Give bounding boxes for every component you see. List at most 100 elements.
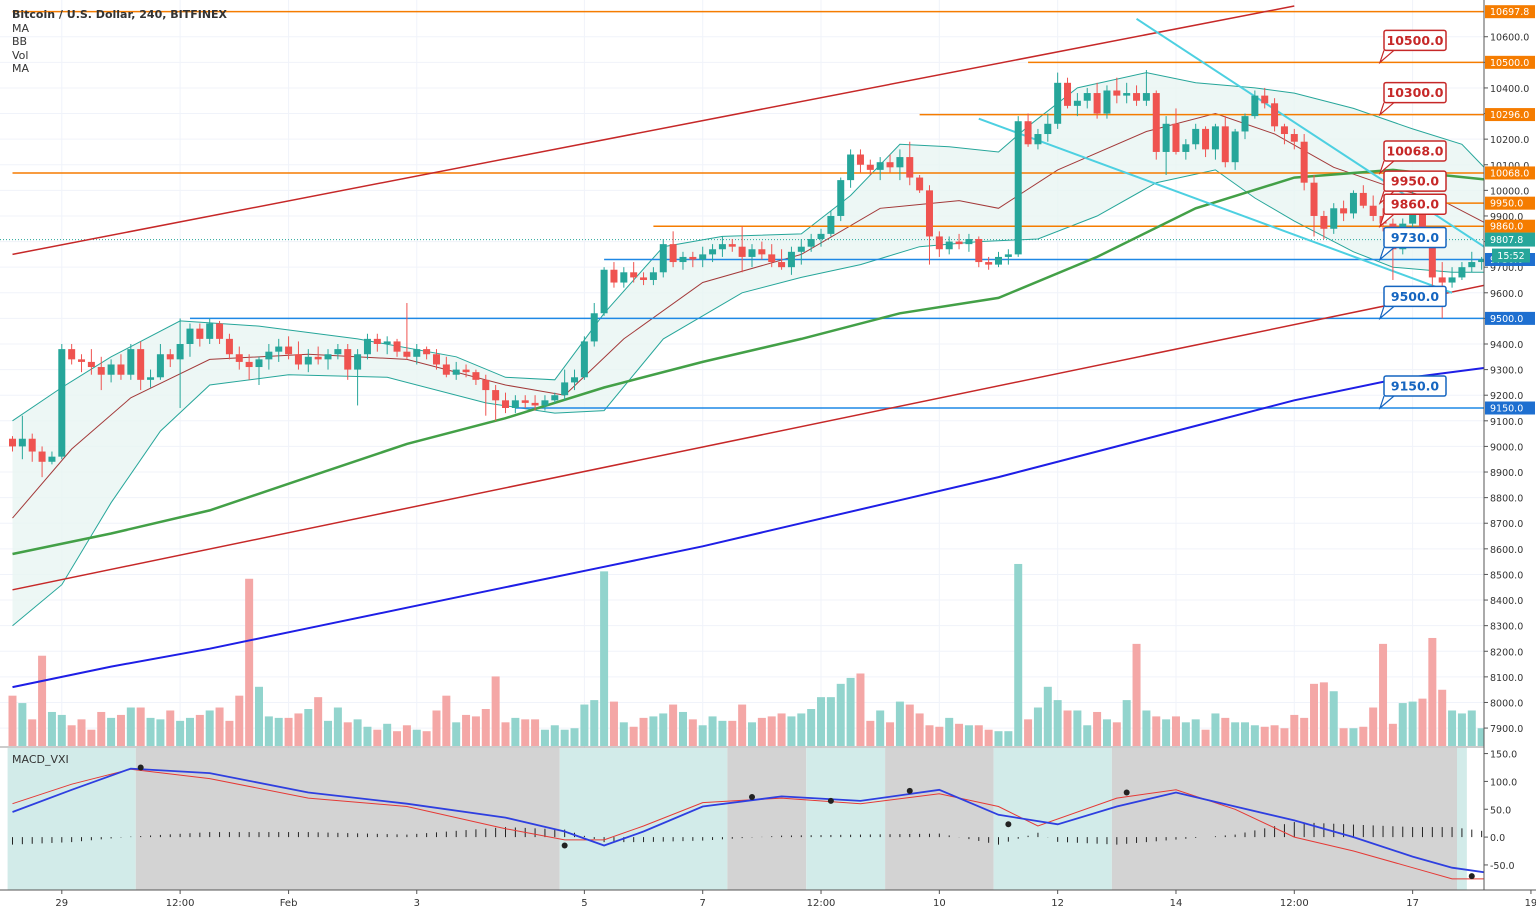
candle-body (1034, 134, 1041, 144)
indicator-ma[interactable]: MA (12, 22, 227, 36)
volume-bar (1261, 727, 1269, 746)
volume-bar (1221, 718, 1229, 746)
callout-label: 9500.0 (1391, 289, 1440, 304)
volume-bar (551, 725, 559, 746)
candle-body (1360, 193, 1367, 206)
candle-body (423, 349, 430, 354)
volume-bar (413, 730, 421, 746)
time-axis-label: 5 (581, 898, 587, 909)
volume-bars (9, 564, 1496, 746)
macd-cross-dot (1124, 790, 1130, 796)
volume-bar (1428, 638, 1436, 746)
candle-body (325, 354, 332, 359)
volume-bar (462, 715, 470, 746)
candle-body (394, 341, 401, 351)
volume-bar (344, 722, 352, 746)
candle-body (186, 329, 193, 344)
price-axis-tick-label: 8800.0 (1490, 494, 1523, 505)
volume-bar (314, 697, 322, 746)
candle-body (98, 367, 105, 375)
volume-bar (995, 731, 1003, 746)
candle-body (956, 242, 963, 245)
candle-body (1044, 124, 1051, 134)
price-axis-tick-label: 9000.0 (1490, 442, 1523, 453)
candle-body (1015, 121, 1022, 254)
callout-label: 10500.0 (1387, 33, 1444, 48)
macd-cross-dot (562, 842, 568, 848)
volume-bar (580, 705, 588, 746)
candle-body (315, 357, 322, 360)
callout-label: 10300.0 (1387, 85, 1444, 100)
candle-body (541, 400, 548, 405)
volume-bar (1320, 682, 1328, 746)
volume-bar (383, 724, 391, 746)
candle-body (453, 370, 460, 375)
candle-body (610, 270, 617, 283)
volume-bar (294, 713, 302, 746)
macd-axis-tick-label: 50.0 (1490, 805, 1511, 816)
macd-regime-band (885, 748, 993, 890)
indicator-ma-2[interactable]: MA (12, 62, 227, 76)
volume-bar (876, 710, 884, 746)
volume-bar (87, 730, 95, 746)
candle-body (719, 244, 726, 249)
volume-bar (847, 678, 855, 746)
volume-bar (728, 721, 736, 746)
indicator-vol[interactable]: Vol (12, 49, 227, 63)
price-axis-tick-label: 10000.0 (1490, 186, 1529, 197)
candle-body (1439, 277, 1446, 282)
price-axis-tick-label: 8500.0 (1490, 570, 1523, 581)
volume-bar (137, 708, 145, 746)
volume-bar (925, 725, 933, 746)
candle-body (1212, 126, 1219, 149)
candle-body (58, 349, 65, 457)
volume-bar (502, 722, 510, 746)
volume-bar (659, 713, 667, 746)
volume-bar (787, 716, 795, 746)
volume-bar (38, 656, 46, 746)
volume-bar (1458, 713, 1466, 746)
candle-body (1005, 254, 1012, 257)
candle-body (768, 254, 775, 262)
ma-200-line (13, 367, 1492, 687)
candle-body (1074, 101, 1081, 106)
candle-body (1311, 183, 1318, 216)
volume-bar (640, 718, 648, 746)
volume-bar (630, 727, 638, 746)
price-axis-tick-label: 8300.0 (1490, 622, 1523, 633)
volume-bar (817, 697, 825, 746)
macd-regime-band (806, 748, 885, 890)
callout-pointer (1380, 50, 1394, 62)
candle-body (1320, 216, 1327, 229)
indicator-bb[interactable]: BB (12, 35, 227, 49)
candle-body (1261, 96, 1268, 104)
candle-body (857, 155, 864, 165)
candle-body (354, 354, 361, 369)
candle-body (502, 400, 509, 408)
candle-body (472, 372, 479, 380)
candle-body (512, 400, 519, 408)
volume-bar (1290, 715, 1298, 746)
price-tag-label: 10068.0 (1490, 168, 1529, 179)
volume-bar (837, 684, 845, 746)
candle-body (88, 362, 95, 367)
volume-bar (216, 708, 224, 746)
candle-body (788, 252, 795, 267)
volume-bar (679, 712, 687, 746)
price-axis-tick-label: 10400.0 (1490, 84, 1529, 95)
candle-body (1182, 144, 1189, 152)
volume-bar (432, 710, 440, 746)
volume-bar (649, 716, 657, 746)
candle-body (433, 354, 440, 364)
price-tag-label: 10697.8 (1490, 7, 1529, 18)
time-axis-label: 7 (700, 898, 706, 909)
volume-bar (196, 715, 204, 746)
price-tag-label: 9950.0 (1490, 199, 1523, 210)
time-axis-label: Feb (280, 898, 298, 909)
candle-body (630, 272, 637, 277)
candle-body (265, 352, 272, 360)
candle-body (1340, 208, 1347, 213)
candle-body (295, 354, 302, 364)
